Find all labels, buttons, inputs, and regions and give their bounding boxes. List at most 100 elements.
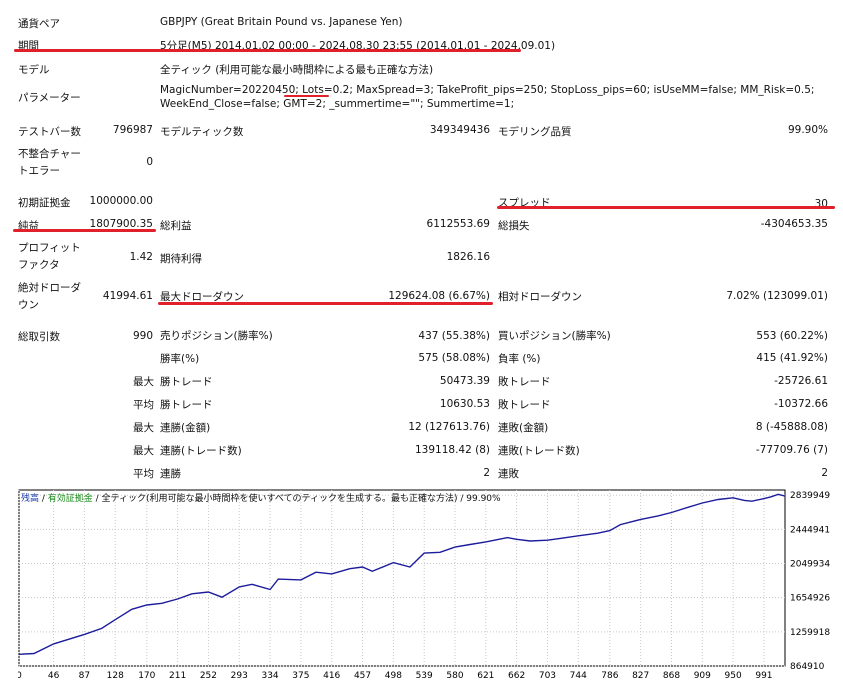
win-pct-label: 勝率(%) xyxy=(160,353,200,365)
x-tick-label: 909 xyxy=(694,671,711,681)
avg-word-1: 平均 xyxy=(133,399,154,411)
pf-label-1: プロフィット xyxy=(18,242,81,254)
lots-underline xyxy=(284,95,329,97)
chart-title-rest: / 全ティック(利用可能な最小時間枠を使いすべてのティックを生成する。最も正確な… xyxy=(92,494,501,504)
x-tick-label: 457 xyxy=(354,671,371,681)
balance-line xyxy=(18,493,786,655)
abs-dd-label-1: 絶対ドローダ xyxy=(18,282,81,294)
chart-title-sep: / xyxy=(39,494,48,504)
mismatch-label-2: トエラー xyxy=(18,165,60,177)
best-win-value: 50473.39 xyxy=(439,375,490,387)
cons-loss-tr-value: -77709.76 (7) xyxy=(755,444,828,456)
params-label: パラメーター xyxy=(18,92,81,104)
x-tick-label: 334 xyxy=(261,671,278,681)
x-tick-label: 827 xyxy=(632,671,649,681)
avg-win-value: 10630.53 xyxy=(439,398,490,410)
x-tick-label: 293 xyxy=(231,671,248,681)
x-tick-label: 128 xyxy=(107,671,124,681)
max-dd-label: 最大ドローダウン xyxy=(160,291,244,303)
bars-value: 796987 xyxy=(112,124,153,136)
worst-loss-label: 敗トレード xyxy=(498,376,551,388)
short-value: 437 (55.38%) xyxy=(418,330,490,342)
y-tick-label: 864910 xyxy=(790,662,825,672)
mismatch-value: 0 xyxy=(146,156,153,168)
cons-win-tr-label: 連勝(トレード数) xyxy=(160,445,242,457)
gross-loss-value: -4304653.35 xyxy=(760,218,828,230)
model-label: モデル xyxy=(18,64,50,76)
gross-profit-value: 6112553.69 xyxy=(426,218,490,230)
spread-underline xyxy=(497,206,835,209)
x-tick-label: 744 xyxy=(570,671,587,681)
mismatch-label-1: 不整合チャー xyxy=(18,148,81,160)
x-tick-label: 868 xyxy=(663,671,680,681)
avg-cons-win-label: 連勝 xyxy=(160,468,181,480)
cons-win-amt-label: 連勝(金額) xyxy=(160,422,211,434)
abs-dd-label-2: ウン xyxy=(18,299,39,311)
x-tick-label: 416 xyxy=(323,671,340,681)
pf-value: 1.42 xyxy=(129,251,153,263)
short-label: 売りポジション(勝率%) xyxy=(160,330,273,342)
cons-loss-tr-label: 連敗(トレード数) xyxy=(498,445,580,457)
quality-label: モデリング品質 xyxy=(498,126,572,138)
x-tick-label: 786 xyxy=(601,671,618,681)
x-tick-label: 87 xyxy=(79,671,90,681)
long-value: 553 (60.22%) xyxy=(756,330,828,342)
y-tick-label: 2049934 xyxy=(790,560,830,570)
x-tick-label: 703 xyxy=(539,671,556,681)
chart-title-balance: 残高 xyxy=(21,494,40,504)
trades-value: 990 xyxy=(132,330,153,342)
y-tick-label: 2444941 xyxy=(790,525,830,535)
cons-win-amt-value: 12 (127613.76) xyxy=(408,421,490,433)
y-tick-label: 1259918 xyxy=(790,628,830,638)
cons-win-tr-value: 139118.42 (8) xyxy=(415,444,490,456)
gross-loss-label: 総損失 xyxy=(498,220,530,232)
max-dd-underline xyxy=(158,302,493,305)
x-tick-label: 0 xyxy=(18,671,22,681)
max-word-1: 最大 xyxy=(133,376,154,388)
rel-dd-value: 7.02% (123099.01) xyxy=(726,290,828,302)
chart-title: 残高 / 有効証拠金 / 全ティック(利用可能な最小時間枠を使いすべてのティック… xyxy=(21,491,501,504)
deposit-label: 初期証拠金 xyxy=(18,197,71,209)
avg-win-label: 勝トレード xyxy=(160,399,213,411)
avg-cons-win-value: 2 xyxy=(483,467,490,479)
period-underline xyxy=(14,49,521,52)
params-line-1: MagicNumber=20220450; Lots=0.2; MaxSprea… xyxy=(160,84,815,96)
x-tick-label: 621 xyxy=(477,671,494,681)
model-value: 全ティック (利用可能な最小時間枠による最も正確な方法) xyxy=(160,64,434,76)
gross-profit-label: 総利益 xyxy=(160,220,192,232)
expected-value: 1826.16 xyxy=(446,251,490,263)
x-tick-label: 991 xyxy=(755,671,772,681)
chart-frame xyxy=(18,489,786,667)
x-tick-label: 539 xyxy=(416,671,433,681)
x-tick-label: 950 xyxy=(725,671,742,681)
net-value: 1807900.35 xyxy=(89,218,153,230)
loss-pct-value: 415 (41.92%) xyxy=(756,352,828,364)
x-tick-label: 580 xyxy=(446,671,463,681)
best-win-label: 勝トレード xyxy=(160,376,213,388)
x-tick-label: 498 xyxy=(385,671,402,681)
pair-label: 通貨ペア xyxy=(18,18,60,30)
deposit-value: 1000000.00 xyxy=(89,195,153,207)
long-label: 買いポジション(勝率%) xyxy=(498,330,611,342)
x-tick-label: 46 xyxy=(48,671,60,681)
x-tick-label: 375 xyxy=(292,671,309,681)
x-tick-label: 252 xyxy=(200,671,217,681)
avg-loss-value: -10372.66 xyxy=(774,398,828,410)
max-word-3: 最大 xyxy=(133,445,154,457)
ticks-value: 349349436 xyxy=(429,124,490,136)
cons-loss-amt-label: 連敗(金額) xyxy=(498,422,549,434)
trades-label: 総取引数 xyxy=(18,331,60,343)
avg-cons-loss-label: 連敗 xyxy=(498,468,519,480)
avg-loss-label: 敗トレード xyxy=(498,399,551,411)
x-tick-label: 211 xyxy=(169,671,186,681)
max-word-2: 最大 xyxy=(133,422,154,434)
y-tick-label: 1654926 xyxy=(790,594,830,604)
avg-word-2: 平均 xyxy=(133,468,154,480)
abs-dd-value: 41994.61 xyxy=(102,290,153,302)
balance-chart-svg: 0 46 87 128 170 211 252 293 334 375 416 457 498 539 58… xyxy=(16,489,830,681)
pf-label-2: ファクタ xyxy=(18,259,60,271)
balance-chart: 0 46 87 128 170 211 252 293 334 375 416 457 498 539 58… xyxy=(16,489,831,685)
avg-cons-loss-value: 2 xyxy=(821,467,828,479)
max-dd-value: 129624.08 (6.67%) xyxy=(388,290,490,302)
params-line-2: WeekEnd_Close=false; GMT=2; _summertime=… xyxy=(160,98,515,110)
